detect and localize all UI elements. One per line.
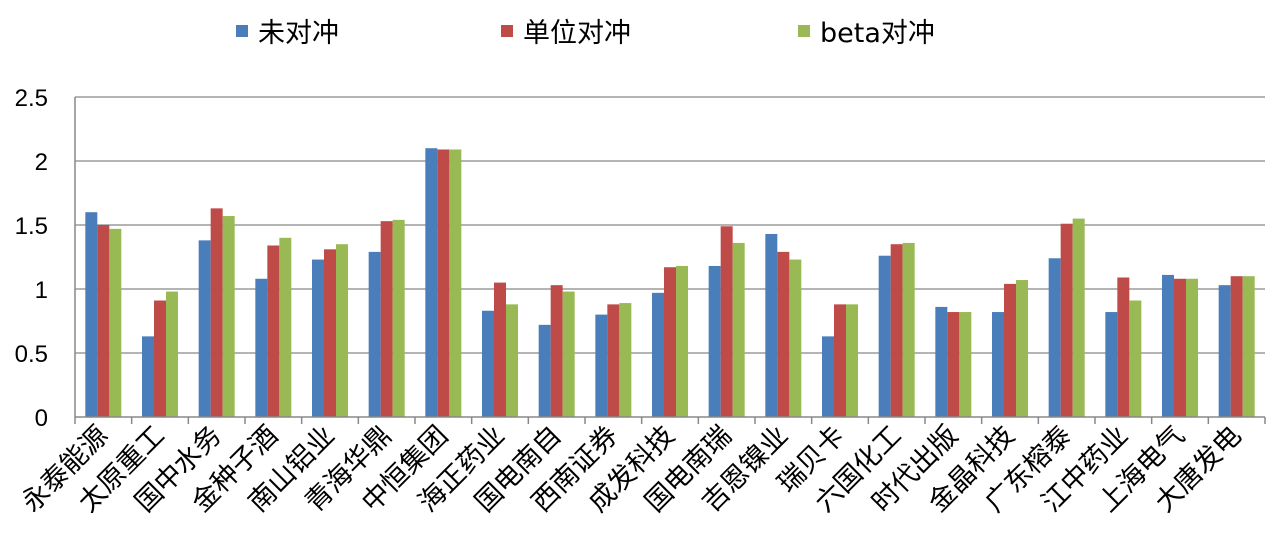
bar-未对冲-金晶科技 [992, 312, 1004, 417]
bar-未对冲-广东榕泰 [1048, 258, 1061, 417]
bar-未对冲-成发科技 [652, 292, 664, 417]
bar-单位对冲-吉恩镍业 [777, 251, 790, 417]
bar-beta对冲-时代出版 [959, 312, 972, 417]
legend-swatch [501, 25, 513, 37]
bar-未对冲-海正药业 [482, 310, 494, 417]
bar-单位对冲-国电南自 [550, 285, 563, 417]
x-category-labels: 永泰能源太原重工国中水务金种子酒南山铝业青海华鼎中恒集团海正药业国电南自西南证券… [16, 420, 1248, 518]
legend-swatch [798, 25, 810, 37]
bar-beta对冲-国中水务 [222, 216, 235, 417]
bar-beta对冲-南山铝业 [336, 244, 348, 417]
bar-单位对冲-上海电气 [1174, 278, 1186, 417]
bar-未对冲-江中药业 [1105, 312, 1118, 417]
bar-beta对冲-六国化工 [902, 242, 915, 417]
y-tick-label: 2 [35, 149, 48, 176]
legend: 未对冲 单位对冲 beta对冲 [236, 18, 935, 49]
bar-未对冲-中恒集团 [425, 148, 438, 417]
y-tick-label: 1.5 [15, 213, 48, 240]
bar-未对冲-太原重工 [142, 336, 154, 417]
bar-beta对冲-上海电气 [1186, 278, 1198, 417]
bar-单位对冲-中恒集团 [437, 149, 450, 418]
bar-单位对冲-瑞贝卡 [834, 304, 846, 417]
bar-beta对冲-国电南瑞 [732, 242, 745, 417]
bar-未对冲-西南证券 [595, 314, 608, 417]
y-tick-labels: 0 0.5 1 1.5 2 2.5 [15, 85, 48, 432]
bar-beta对冲-成发科技 [676, 265, 688, 417]
bar-beta对冲-大唐发电 [1242, 276, 1255, 417]
bar-未对冲-国电南瑞 [708, 265, 721, 417]
y-tick-label: 0.5 [15, 341, 48, 368]
bar-beta对冲-中恒集团 [449, 149, 462, 418]
bar-单位对冲-广东榕泰 [1060, 223, 1073, 417]
bar-未对冲-青海华鼎 [368, 251, 381, 417]
bar-单位对冲-金晶科技 [1004, 283, 1016, 417]
bar-单位对冲-时代出版 [947, 312, 960, 417]
bar-beta对冲-西南证券 [619, 303, 632, 417]
y-tick-label: 1 [35, 277, 48, 304]
bar-未对冲-时代出版 [935, 306, 948, 417]
bar-单位对冲-成发科技 [664, 267, 676, 417]
bar-未对冲-南山铝业 [312, 259, 324, 417]
bar-未对冲-瑞贝卡 [822, 336, 834, 417]
bar-单位对冲-青海华鼎 [380, 221, 393, 417]
bar-单位对冲-六国化工 [890, 244, 903, 417]
bar-beta对冲-太原重工 [166, 291, 178, 417]
bar-beta对冲-海正药业 [506, 304, 518, 417]
bars [85, 148, 1255, 418]
bar-beta对冲-瑞贝卡 [846, 304, 858, 417]
bar-单位对冲-南山铝业 [324, 249, 336, 417]
bar-beta对冲-广东榕泰 [1072, 218, 1085, 417]
bar-beta对冲-金晶科技 [1016, 280, 1028, 417]
bar-单位对冲-金种子酒 [267, 245, 280, 417]
bar-单位对冲-太原重工 [154, 300, 166, 417]
bar-单位对冲-永泰能源 [97, 225, 110, 417]
bar-beta对冲-永泰能源 [109, 228, 122, 417]
bar-未对冲-国电南自 [538, 324, 551, 417]
bar-未对冲-上海电气 [1162, 274, 1174, 417]
axes [74, 97, 1266, 424]
bar-单位对冲-国中水务 [210, 208, 223, 417]
y-tick-label: 0 [35, 405, 48, 432]
bar-单位对冲-江中药业 [1117, 277, 1130, 417]
bar-beta对冲-金种子酒 [279, 237, 292, 417]
legend-label: 未对冲 [258, 18, 339, 49]
bar-单位对冲-海正药业 [494, 282, 506, 417]
bar-未对冲-国中水务 [198, 240, 211, 417]
bar-未对冲-六国化工 [878, 255, 891, 417]
bar-未对冲-大唐发电 [1218, 285, 1231, 417]
legend-swatch [236, 25, 248, 37]
bar-未对冲-永泰能源 [85, 212, 98, 417]
bar-单位对冲-西南证券 [607, 304, 620, 417]
bar-beta对冲-江中药业 [1129, 300, 1142, 417]
bar-未对冲-金种子酒 [255, 278, 268, 417]
bar-未对冲-吉恩镍业 [765, 233, 778, 417]
bar-单位对冲-大唐发电 [1230, 276, 1243, 417]
y-tick-label: 2.5 [15, 85, 48, 112]
legend-label: beta对冲 [820, 18, 935, 49]
bar-beta对冲-国电南自 [562, 291, 575, 417]
bar-单位对冲-国电南瑞 [720, 226, 733, 417]
bar-beta对冲-吉恩镍业 [789, 259, 802, 417]
bar-beta对冲-青海华鼎 [392, 219, 405, 417]
legend-label: 单位对冲 [523, 18, 631, 49]
